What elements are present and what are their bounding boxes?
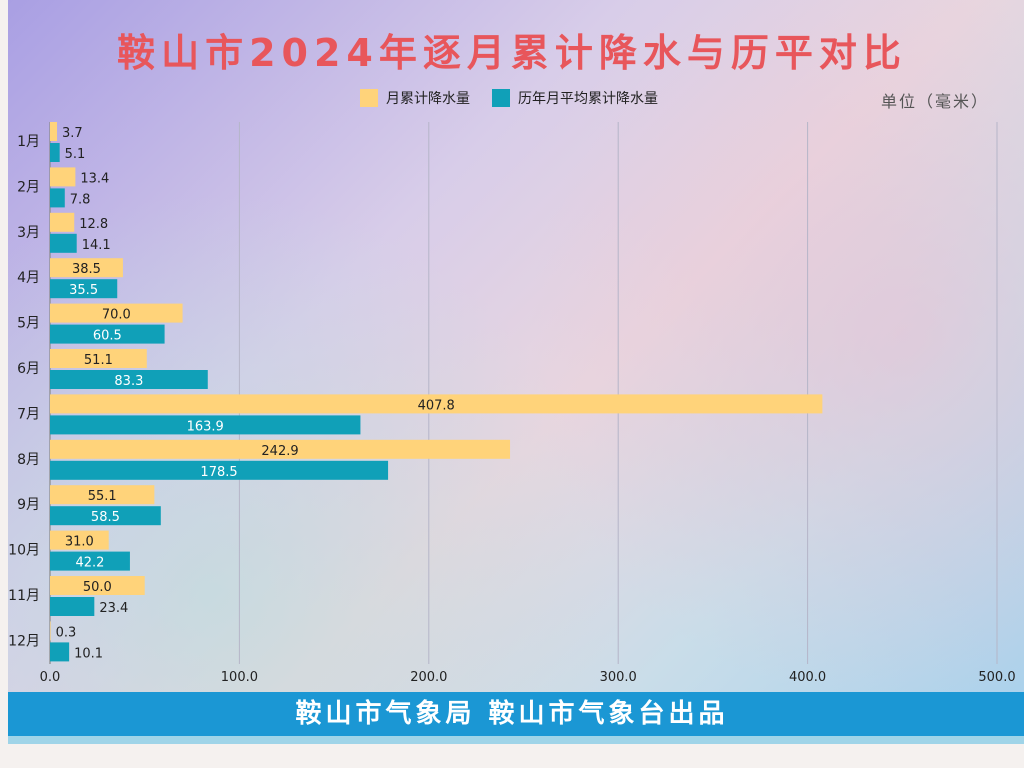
data-label: 38.5 <box>72 262 101 277</box>
y-category-label: 6月 <box>17 361 40 377</box>
data-label: 163.9 <box>187 419 224 434</box>
bar-average <box>50 597 95 616</box>
y-category-label: 4月 <box>17 270 40 286</box>
bar-average <box>50 188 65 208</box>
data-label: 31.0 <box>65 535 94 550</box>
footer-credit: 鞍山市气象局 鞍山市气象台出品 <box>295 699 729 729</box>
bar-average <box>50 506 161 526</box>
data-label: 58.5 <box>91 510 120 525</box>
data-label: 70.0 <box>102 308 131 323</box>
y-category-label: 5月 <box>17 316 40 332</box>
bar-current <box>50 122 58 141</box>
data-label: 14.1 <box>82 238 111 253</box>
grid-lines <box>49 122 998 664</box>
legend-label-current: 月累计降水量 <box>386 91 470 107</box>
bar-current <box>50 212 75 232</box>
bar-current <box>50 621 51 641</box>
bar-average <box>50 143 60 162</box>
data-label: 178.5 <box>200 465 237 480</box>
legend-item-current: 月累计降水量 <box>360 88 470 108</box>
data-label: 407.8 <box>418 398 455 413</box>
y-category-label: 12月 <box>8 633 40 649</box>
chart-title: 鞍山市2024年逐月累计降水与历平对比 <box>117 31 907 75</box>
x-tick-label: 300.0 <box>600 670 637 685</box>
y-category-label: 9月 <box>17 497 40 513</box>
footer-shadow <box>8 736 1024 744</box>
data-label: 12.8 <box>79 217 108 232</box>
data-label: 242.9 <box>261 444 298 459</box>
y-category-label: 11月 <box>8 588 40 604</box>
bar-current <box>50 258 123 278</box>
bar-average <box>50 551 130 571</box>
data-label: 83.3 <box>114 374 143 389</box>
bar-current <box>50 485 155 505</box>
bar-current <box>50 439 511 459</box>
footer-bar <box>8 692 1024 736</box>
y-category-label: 3月 <box>17 225 40 241</box>
bar-current <box>50 303 183 323</box>
bar-average <box>50 324 165 344</box>
y-category-label: 1月 <box>17 134 40 150</box>
bar-current <box>50 576 145 595</box>
y-category-label: 2月 <box>17 179 40 195</box>
legend-item-average: 历年月平均累计降水量 <box>492 88 658 108</box>
bar-average <box>50 642 70 662</box>
data-label: 7.8 <box>70 192 91 207</box>
legend: 月累计降水量 历年月平均累计降水量 <box>360 88 658 108</box>
legend-swatch-current <box>360 89 378 107</box>
bar-average <box>50 460 389 480</box>
data-label: 50.0 <box>83 580 112 595</box>
data-label: 3.7 <box>62 126 83 141</box>
unit-label: 单位（毫米） <box>880 92 989 111</box>
data-label: 0.3 <box>56 625 77 640</box>
bars <box>50 122 823 662</box>
legend-swatch-average <box>492 89 510 107</box>
bar-average <box>50 233 77 253</box>
bar-current <box>50 349 147 368</box>
chart-background <box>8 0 1024 744</box>
y-category-label: 8月 <box>17 452 40 468</box>
data-label: 42.2 <box>75 556 104 571</box>
bar-current <box>50 167 76 187</box>
legend-label-average: 历年月平均累计降水量 <box>518 91 658 107</box>
y-category-label: 10月 <box>8 543 40 559</box>
data-label: 60.5 <box>93 329 122 344</box>
y-category-label: 7月 <box>17 406 40 422</box>
bar-current <box>50 394 823 414</box>
x-tick-label: 400.0 <box>789 670 826 685</box>
data-label: 35.5 <box>69 283 98 298</box>
bar-average <box>50 370 208 389</box>
data-label: 55.1 <box>88 489 117 504</box>
bar-average <box>50 415 361 435</box>
data-label: 10.1 <box>74 646 103 661</box>
data-label: 13.4 <box>80 171 109 186</box>
x-tick-label: 100.0 <box>221 670 258 685</box>
data-label: 23.4 <box>99 601 128 616</box>
x-tick-label: 500.0 <box>978 670 1015 685</box>
x-tick-label: 200.0 <box>410 670 447 685</box>
bar-average <box>50 279 118 299</box>
data-label: 5.1 <box>65 147 86 162</box>
data-label: 51.1 <box>84 353 113 368</box>
x-tick-label: 0.0 <box>40 670 61 685</box>
bar-current <box>50 530 109 550</box>
